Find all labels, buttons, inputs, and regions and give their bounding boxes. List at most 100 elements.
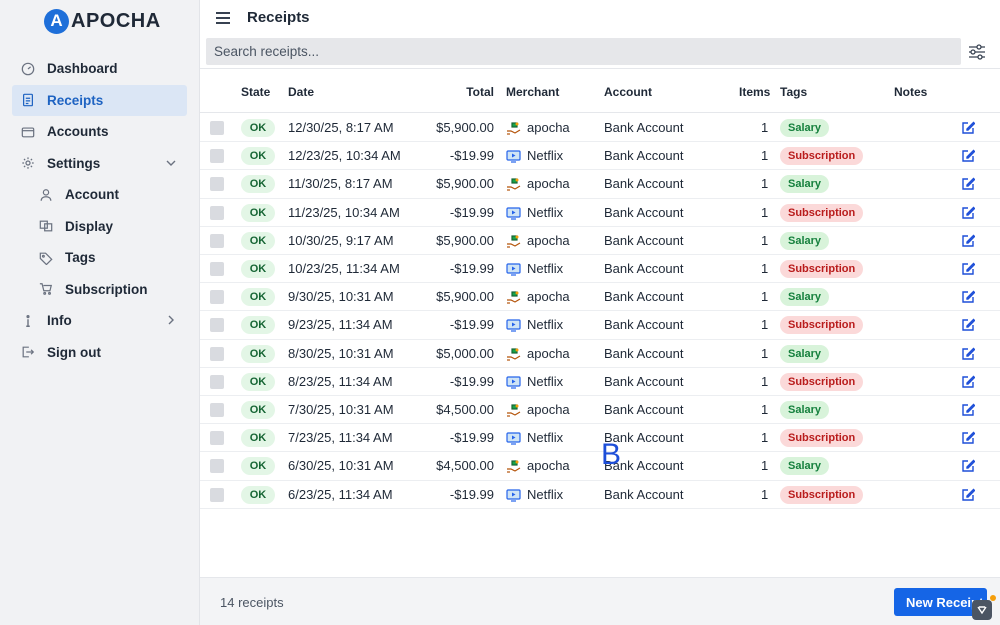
hamburger-menu-icon[interactable] <box>216 10 232 26</box>
edit-icon[interactable] <box>961 234 976 248</box>
edit-icon[interactable] <box>961 459 976 473</box>
sidebar-item-info[interactable]: Info <box>12 305 187 336</box>
edit-icon[interactable] <box>961 121 976 135</box>
chevron-right-icon[interactable] <box>165 314 177 326</box>
row-checkbox[interactable] <box>210 487 224 502</box>
edit-icon[interactable] <box>961 318 976 332</box>
column-header-merchant[interactable]: Merchant <box>506 85 560 99</box>
sidebar-item-display[interactable]: Display <box>12 211 187 242</box>
edit-icon[interactable] <box>961 347 976 361</box>
table-row[interactable]: OK 6/23/25, 11:34 AM -$19.99 Netflix Bank Ac… <box>200 481 1000 509</box>
table-row[interactable]: OK 8/30/25, 10:31 AM $5,000.00 apocha Bank A… <box>200 340 1000 368</box>
tag-badge[interactable]: Subscription <box>780 147 864 166</box>
table-row[interactable]: OK 6/30/25, 10:31 AM $4,500.00 apocha Bank A… <box>200 452 1000 481</box>
display-icon <box>39 219 53 233</box>
header: Receipts <box>200 0 1000 68</box>
row-checkbox[interactable] <box>210 205 224 220</box>
table-row[interactable]: OK 9/23/25, 11:34 AM -$19.99 Netflix Bank Ac… <box>200 311 1000 340</box>
row-checkbox[interactable] <box>210 346 224 361</box>
total-cell: $5,900.00 <box>436 176 494 192</box>
table-row[interactable]: OK 10/30/25, 9:17 AM $5,900.00 apocha Bank A… <box>200 227 1000 255</box>
table-row[interactable]: OK 12/23/25, 10:34 AM -$19.99 Netflix Bank A… <box>200 142 1000 171</box>
table-row[interactable]: OK 7/30/25, 10:31 AM $4,500.00 apocha Bank A… <box>200 396 1000 425</box>
money-hand-icon <box>506 234 521 248</box>
row-checkbox[interactable] <box>210 459 224 474</box>
state-badge: OK <box>241 401 275 419</box>
column-header-items[interactable]: Items <box>739 85 771 99</box>
edit-icon[interactable] <box>961 206 976 220</box>
column-header-account[interactable]: Account <box>604 85 652 99</box>
items-cell: 1 <box>761 373 769 389</box>
edit-icon[interactable] <box>961 431 976 445</box>
tag-badge[interactable]: Salary <box>780 288 830 307</box>
sidebar-item-label: Subscription <box>65 281 148 297</box>
merchant-cell: Netflix <box>527 148 564 164</box>
chevron-down-icon[interactable] <box>165 157 177 169</box>
table-row[interactable]: OK 10/23/25, 11:34 AM -$19.99 Netflix Bank A… <box>200 255 1000 284</box>
tag-badge[interactable]: Subscription <box>780 203 864 222</box>
tag-badge[interactable]: Subscription <box>780 485 864 504</box>
new-receipt-button[interactable]: New Receipt <box>894 588 987 616</box>
tag-badge[interactable]: Subscription <box>780 316 864 335</box>
app-logo[interactable]: A APOCHA <box>44 8 161 34</box>
edit-icon[interactable] <box>961 375 976 389</box>
tag-badge[interactable]: Salary <box>780 401 830 419</box>
sidebar-item-settings[interactable]: Settings <box>12 148 187 179</box>
sidebar-item-dashboard[interactable]: Dashboard <box>12 53 187 84</box>
sidebar-item-sign-out[interactable]: Sign out <box>12 337 187 368</box>
row-checkbox[interactable] <box>210 262 224 276</box>
assistant-icon[interactable] <box>972 600 992 620</box>
total-cell: $5,900.00 <box>436 120 494 135</box>
merchant-cell: apocha <box>527 458 570 474</box>
sidebar-item-tags[interactable]: Tags <box>12 242 187 273</box>
row-checkbox[interactable] <box>210 121 224 135</box>
row-checkbox[interactable] <box>210 177 224 192</box>
edit-icon[interactable] <box>961 488 976 502</box>
row-checkbox[interactable] <box>210 403 224 417</box>
account-cell: Bank Account <box>604 232 684 248</box>
tag-badge[interactable]: Subscription <box>780 372 864 391</box>
edit-icon[interactable] <box>961 290 976 304</box>
table-row[interactable]: OK 11/23/25, 10:34 AM -$19.99 Netflix Bank A… <box>200 199 1000 227</box>
sidebar-item-label: Account <box>65 187 119 202</box>
row-checkbox[interactable] <box>210 318 224 333</box>
tag-badge[interactable]: Salary <box>780 119 830 137</box>
column-header-total[interactable]: Total <box>466 85 494 99</box>
search-input[interactable] <box>206 38 961 65</box>
edit-icon[interactable] <box>961 262 976 276</box>
filter-settings-icon[interactable] <box>967 42 987 62</box>
sidebar-item-accounts[interactable]: Accounts <box>12 116 187 147</box>
table-row[interactable]: OK 11/30/25, 8:17 AM $5,900.00 apocha Bank A… <box>200 170 1000 199</box>
account-cell: Bank Account <box>604 345 684 361</box>
sidebar-item-receipts[interactable]: Receipts <box>12 84 187 116</box>
edit-icon[interactable] <box>961 177 976 191</box>
table-row[interactable]: OK 12/30/25, 8:17 AM $5,900.00 apocha Bank A… <box>200 114 1000 143</box>
column-header-tags[interactable]: Tags <box>780 85 808 99</box>
row-checkbox[interactable] <box>210 290 224 305</box>
wallet-icon <box>21 125 35 139</box>
tag-badge[interactable]: Salary <box>780 344 830 363</box>
tag-badge[interactable]: Salary <box>780 457 830 476</box>
column-header-date[interactable]: Date <box>288 85 315 99</box>
edit-icon[interactable] <box>961 403 976 417</box>
tag-badge[interactable]: Salary <box>780 175 830 194</box>
tag-badge[interactable]: Subscription <box>780 260 864 278</box>
table-row[interactable]: OK 9/30/25, 10:31 AM $5,900.00 apocha Bank A… <box>200 283 1000 312</box>
table-row[interactable]: OK 7/23/25, 11:34 AM -$19.99 Netflix Bank Ac… <box>200 424 1000 453</box>
edit-icon[interactable] <box>961 149 976 163</box>
row-checkbox[interactable] <box>210 431 224 446</box>
table-row[interactable]: OK 8/23/25, 11:34 AM -$19.99 Netflix Bank Ac… <box>200 368 1000 396</box>
tag-badge[interactable]: Subscription <box>780 429 864 448</box>
sidebar-item-account[interactable]: Account <box>12 179 187 210</box>
row-checkbox[interactable] <box>210 149 224 164</box>
tag-badge[interactable]: Salary <box>780 231 830 250</box>
row-checkbox[interactable] <box>210 374 224 389</box>
row-checkbox[interactable] <box>210 233 224 248</box>
sidebar-item-subscription[interactable]: Subscription <box>12 274 187 305</box>
total-cell: -$19.99 <box>449 486 494 502</box>
items-cell: 1 <box>761 402 769 417</box>
sidebar-item-label: Display <box>65 218 114 234</box>
total-cell: -$19.99 <box>449 261 494 276</box>
column-header-notes[interactable]: Notes <box>894 85 928 99</box>
column-header-state[interactable]: State <box>241 85 271 99</box>
